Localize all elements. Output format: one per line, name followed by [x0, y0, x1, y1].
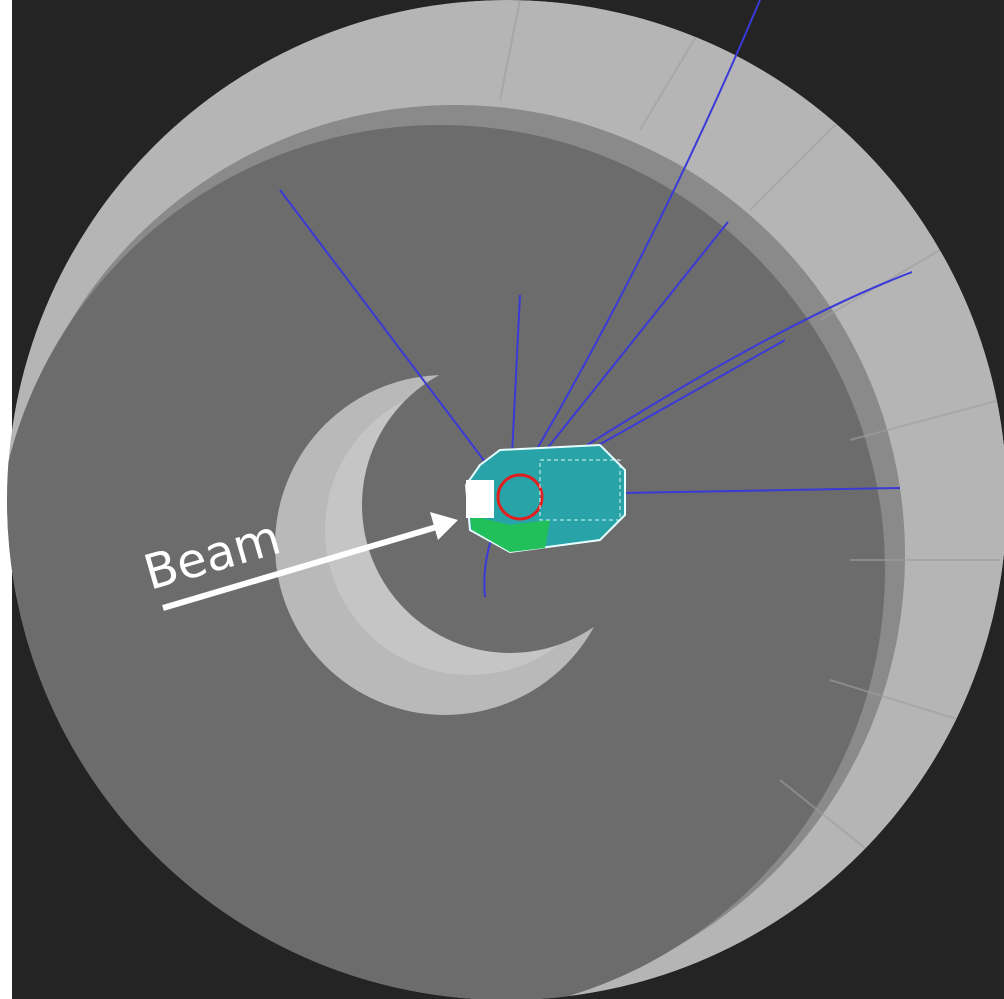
shape: [499, 0, 521, 101]
track: [279, 189, 511, 496]
inner-detector: [464, 443, 626, 554]
shape: [849, 399, 1001, 441]
beam-arrow: [162, 512, 458, 611]
shape: [639, 29, 701, 131]
shape: [496, 473, 544, 521]
shape: [466, 480, 494, 518]
shape: [162, 523, 441, 611]
shape: [779, 779, 881, 861]
left-border: [0, 0, 12, 999]
shape: [430, 512, 458, 540]
shape: [470, 515, 550, 552]
shape: [749, 119, 841, 211]
shape: [829, 679, 961, 721]
track: [509, 0, 761, 496]
